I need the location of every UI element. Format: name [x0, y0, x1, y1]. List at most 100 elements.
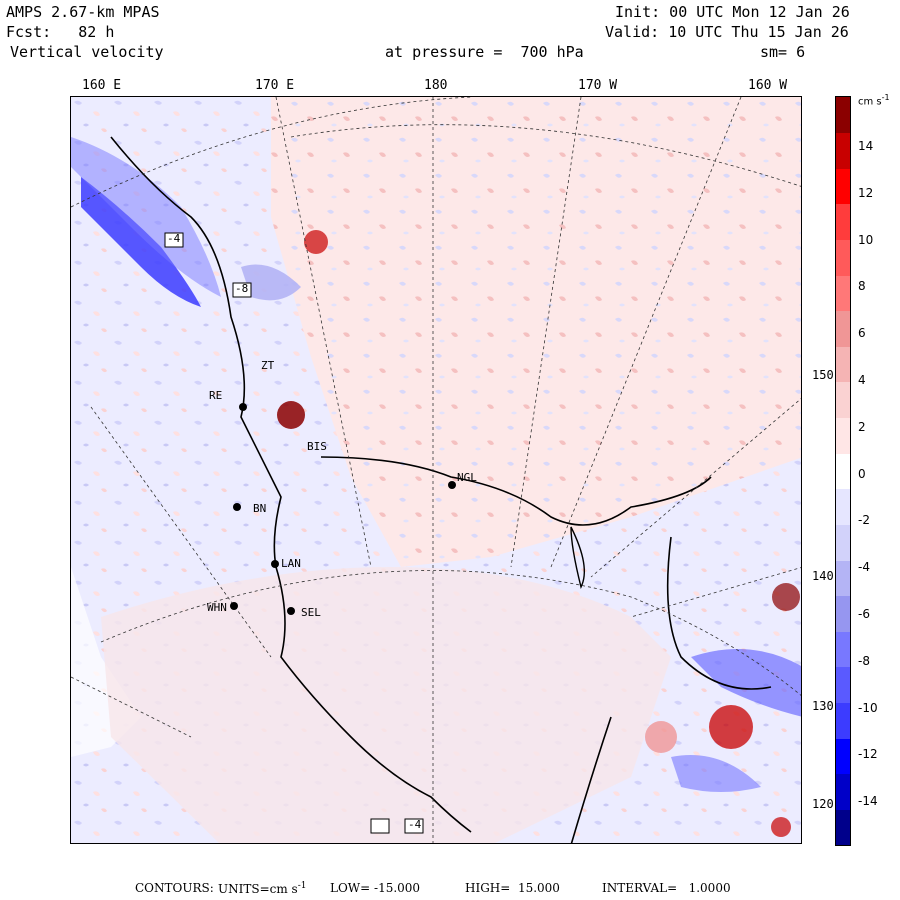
contour-label-box	[404, 818, 424, 834]
smoothing-value: sm= 6	[760, 43, 806, 61]
meridian	[275, 97, 372, 568]
meridian	[550, 97, 742, 568]
meridian	[510, 97, 582, 568]
colorbar-tick-label: -12	[858, 747, 878, 762]
descent-core	[691, 649, 801, 717]
station-marker-ngl	[448, 481, 456, 489]
colorbar	[835, 96, 851, 846]
ascent-core	[709, 705, 753, 749]
footer-interval: INTERVAL= 1.0000	[602, 881, 731, 895]
colorbar-segment	[836, 738, 850, 775]
coastline-east	[666, 536, 772, 690]
shelf-field	[101, 567, 671, 843]
map-panel: -4 -8 -4 NGL LAN WHN SEL RE BIS ZT BN	[70, 96, 802, 844]
colorbar-tick-label: -4	[858, 560, 870, 575]
forecast-hour: Fcst: 82 h	[6, 23, 115, 41]
footer-low: LOW= -15.000	[330, 881, 421, 895]
model-title: AMPS 2.67-km MPAS	[6, 3, 160, 21]
footer-units-text: UNITS=cm s	[218, 882, 298, 896]
contour-label-box	[164, 232, 184, 248]
lon-label-170e: 170 E	[255, 78, 295, 93]
latitude-line	[100, 570, 801, 696]
colorbar-segment	[836, 97, 850, 134]
colorbar-unit-text: cm s	[858, 96, 882, 108]
colorbar-segment	[836, 560, 850, 597]
valid-time: Valid: 10 UTC Thu 15 Jan 26	[605, 23, 849, 41]
station-marker-whn	[230, 602, 238, 610]
station-label-bis: BIS	[307, 440, 327, 453]
colorbar-segment	[836, 203, 850, 240]
ascent-core	[772, 583, 800, 611]
ascent-core	[277, 401, 305, 429]
ascent-core	[304, 230, 328, 254]
colorbar-segment	[836, 453, 850, 490]
colorbar-segment	[836, 809, 850, 846]
station-marker-re	[239, 403, 247, 411]
colorbar-segment	[836, 666, 850, 703]
station-label-sel: SEL	[301, 606, 321, 619]
ascent-core	[645, 721, 677, 753]
footer-units-exp: -1	[297, 881, 307, 891]
colorbar-segment	[836, 239, 850, 276]
lon-label-170w: 170 W	[578, 78, 618, 93]
colorbar-segment	[836, 275, 850, 312]
station-label-ngl: NGL	[457, 471, 477, 484]
footer-units: UNITS=cm s-1	[218, 881, 307, 896]
meridian	[71, 676, 192, 738]
lon-label-180: 180	[424, 78, 448, 93]
no-data-region	[71, 97, 141, 757]
colorbar-tick-label: 14	[858, 139, 874, 153]
colorbar-segment	[836, 595, 850, 632]
latitude-line	[290, 124, 801, 187]
station-marker-lan	[271, 560, 279, 568]
colorbar-tick-label: 10	[858, 232, 874, 247]
colorbar-segment	[836, 417, 850, 454]
colorbar-tick-label: -6	[858, 607, 870, 621]
colorbar-segment	[836, 346, 850, 383]
colorbar-unit: cm s-1	[858, 93, 890, 107]
contour-label: -4	[408, 818, 422, 831]
contour-label: -4	[167, 232, 181, 245]
footer-high: HIGH= 15.000	[465, 881, 560, 895]
colorbar-segment	[836, 702, 850, 739]
station-marker-sel	[287, 607, 295, 615]
station-label-re: RE	[209, 389, 223, 402]
ice-shelf-edge	[320, 456, 712, 526]
colorbar-segment	[836, 132, 850, 169]
colorbar-tick-label: 12	[858, 185, 874, 200]
lon-label-160w: 160 W	[748, 78, 788, 93]
descent-core	[241, 264, 301, 301]
pressure-level: at pressure = 700 hPa	[385, 43, 584, 61]
station-label-zt: ZT	[261, 359, 275, 372]
colorbar-tick-label: 4	[858, 373, 866, 387]
colorbar-tick-label: -2	[858, 513, 870, 528]
init-time: Init: 00 UTC Mon 12 Jan 26	[615, 3, 850, 21]
descent-band	[71, 137, 221, 297]
colorbar-segment	[836, 381, 850, 419]
island-outline	[570, 526, 586, 590]
station-label-whn: WHN	[207, 601, 227, 614]
colorbar-segment	[836, 310, 850, 347]
colorbar-segment	[836, 773, 850, 810]
lon-label-160e: 160 E	[82, 78, 122, 93]
colorbar-tick-label: 2	[858, 419, 866, 434]
ross-sea-field	[271, 97, 801, 567]
variable-name: Vertical velocity	[10, 43, 164, 61]
colorbar-tick-label: -14	[858, 794, 878, 809]
colorbar-segment	[836, 524, 850, 561]
coastline	[110, 136, 472, 833]
strong-descent	[81, 177, 201, 307]
map-field	[71, 97, 801, 843]
colorbar-tick-label: -10	[858, 700, 878, 715]
station-marker-rs	[233, 503, 241, 511]
ascent-core	[771, 817, 791, 837]
colorbar-segment	[836, 488, 850, 525]
station-label-bn: BN	[253, 502, 267, 515]
coastline-south	[570, 716, 612, 843]
station-label-lan: LAN	[281, 557, 301, 570]
descent-core	[671, 755, 761, 792]
contour-label-box	[232, 282, 252, 298]
footer-contours: CONTOURS:	[135, 881, 214, 895]
contour-label: -8	[235, 282, 249, 295]
contour-label-box	[370, 818, 390, 834]
